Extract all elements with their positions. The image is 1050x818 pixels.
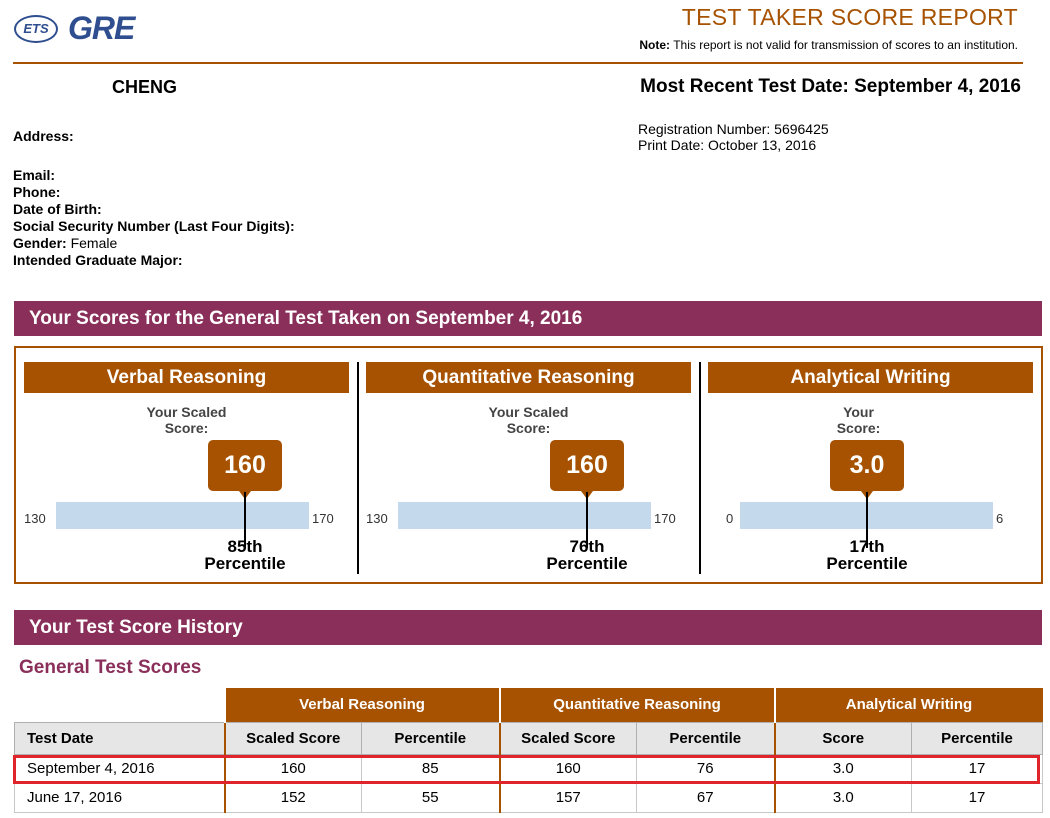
- header-divider: [13, 62, 1023, 64]
- verbal-score-bubble: 160: [208, 440, 282, 499]
- writing-panel-title: Analytical Writing: [708, 362, 1033, 393]
- quant-percentile: 76th Percentile: [546, 537, 628, 573]
- cell-quant-scaled: 157: [498, 782, 637, 813]
- group-header-writing: Analytical Writing: [773, 688, 1043, 722]
- cell-quant-percentile: 76: [636, 753, 775, 784]
- print-date: Print Date: October 13, 2016: [638, 137, 817, 153]
- column-header-quant-scaled: Scaled Score: [498, 721, 637, 755]
- score-history-table: Verbal Reasoning Quantitative Reasoning …: [14, 688, 1043, 813]
- note-label: Note:: [639, 38, 671, 52]
- ssn-label: Social Security Number (Last Four Digits…: [13, 218, 295, 234]
- writing-score-marker: [866, 492, 868, 548]
- note-text: This report is not valid for transmissio…: [673, 38, 1018, 52]
- column-header-verbal-scaled: Scaled Score: [223, 721, 362, 755]
- blank-header-cell: [14, 688, 225, 722]
- table-row: September 4, 2016 160 85 160 76 3.0 17: [14, 753, 1043, 784]
- verbal-percentile: 85th Percentile: [204, 537, 286, 573]
- panel-divider: [699, 362, 701, 574]
- cell-writing-percentile: 17: [911, 782, 1043, 813]
- cell-writing-percentile: 17: [911, 753, 1043, 784]
- verbal-score-label: Your Scaled Score:: [146, 404, 227, 436]
- candidate-details: Email: Phone: Date of Birth: Social Secu…: [13, 167, 295, 269]
- address-label: Address:: [13, 128, 74, 144]
- quant-scale-bar: [398, 502, 651, 529]
- report-title: TEST TAKER SCORE REPORT: [681, 4, 1018, 30]
- email-label: Email:: [13, 167, 56, 183]
- column-header-writing-score: Score: [773, 721, 912, 755]
- writing-score-bubble: 3.0: [830, 440, 904, 499]
- history-section-title: Your Test Score History: [14, 610, 1042, 645]
- ets-gre-logo: ETS GRE: [14, 10, 135, 47]
- cell-verbal-percentile: 55: [361, 782, 500, 813]
- gender-label: Gender:: [13, 235, 67, 251]
- scores-box: Verbal Reasoning Your Scaled Score: 160 …: [14, 346, 1043, 584]
- cell-writing-score: 3.0: [773, 753, 912, 784]
- column-header-quant-percentile: Percentile: [636, 721, 775, 755]
- quant-scale-max: 170: [654, 511, 676, 526]
- group-header-verbal: Verbal Reasoning: [223, 688, 500, 722]
- candidate-name: CHENG: [112, 77, 178, 97]
- writing-percentile: 17th Percentile: [826, 537, 908, 573]
- verbal-panel: Verbal Reasoning Your Scaled Score: 160 …: [24, 362, 349, 582]
- ets-logo-icon: ETS: [14, 14, 58, 43]
- verbal-scale-max: 170: [312, 511, 334, 526]
- gre-logo-text: GRE: [68, 10, 135, 46]
- verbal-panel-title: Verbal Reasoning: [24, 362, 349, 393]
- quant-scale-min: 130: [366, 511, 388, 526]
- cell-test-date: June 17, 2016: [14, 782, 225, 813]
- major-label: Intended Graduate Major:: [13, 252, 183, 268]
- writing-scale-max: 6: [996, 511, 1004, 526]
- gender-value: Female: [70, 235, 118, 251]
- quant-score-bubble: 160: [550, 440, 624, 499]
- column-header-writing-percentile: Percentile: [911, 721, 1043, 755]
- cell-verbal-scaled: 160: [223, 753, 362, 784]
- cell-verbal-scaled: 152: [223, 782, 362, 813]
- verbal-score-marker: [244, 492, 246, 548]
- column-header-verbal-percentile: Percentile: [361, 721, 500, 755]
- quant-panel: Quantitative Reasoning Your Scaled Score…: [366, 362, 691, 582]
- column-header-test-date: Test Date: [14, 721, 225, 755]
- phone-label: Phone:: [13, 184, 61, 200]
- report-note: Note: This report is not valid for trans…: [639, 38, 1018, 52]
- panel-divider: [357, 362, 359, 574]
- verbal-scale-bar: [56, 502, 309, 529]
- cell-writing-score: 3.0: [773, 782, 912, 813]
- cell-test-date: September 4, 2016: [14, 753, 225, 784]
- registration-number: Registration Number: 5696425: [638, 121, 829, 137]
- general-test-scores-title: General Test Scores: [19, 657, 202, 678]
- table-row: June 17, 2016 152 55 157 67 3.0 17: [14, 782, 1043, 813]
- writing-panel: Analytical Writing Your Score: 3.0 0 6 1…: [708, 362, 1033, 582]
- quant-score-marker: [586, 492, 588, 548]
- registration-info: Registration Number: 5696425 Print Date:…: [638, 121, 829, 153]
- cell-quant-percentile: 67: [636, 782, 775, 813]
- writing-scale-min: 0: [726, 511, 734, 526]
- scores-section-title: Your Scores for the General Test Taken o…: [14, 301, 1042, 336]
- quant-score-label: Your Scaled Score:: [488, 404, 569, 436]
- verbal-scale-min: 130: [24, 511, 46, 526]
- most-recent-test-date: Most Recent Test Date: September 4, 2016: [640, 76, 1021, 97]
- dob-label: Date of Birth:: [13, 201, 102, 217]
- writing-score-label: Your Score:: [836, 404, 881, 436]
- group-header-quant: Quantitative Reasoning: [498, 688, 775, 722]
- quant-panel-title: Quantitative Reasoning: [366, 362, 691, 393]
- cell-verbal-percentile: 85: [361, 753, 500, 784]
- cell-quant-scaled: 160: [498, 753, 637, 784]
